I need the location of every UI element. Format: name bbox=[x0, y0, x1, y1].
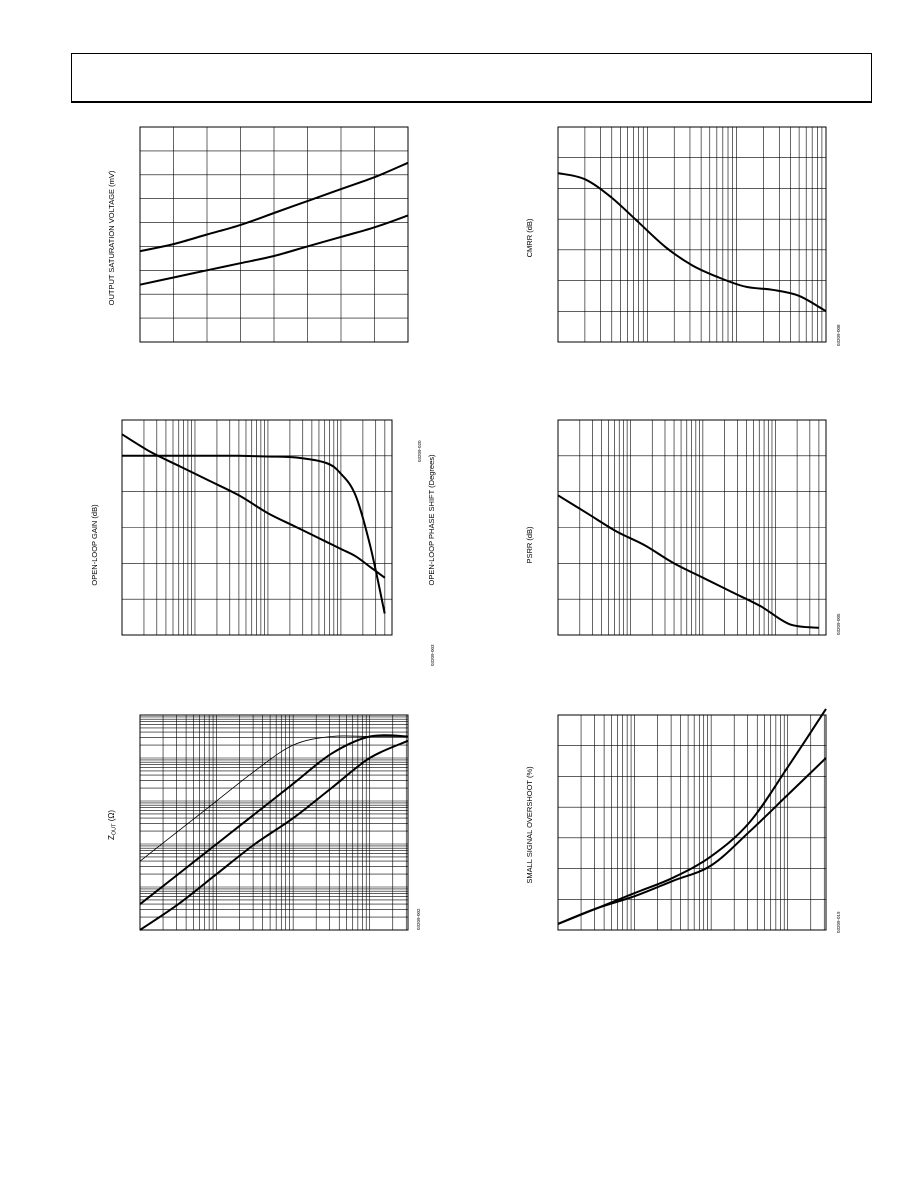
series-line-1 bbox=[139, 161, 409, 253]
y-axis-label-right: OPEN-LOOP PHASE SHIFT (Degrees) bbox=[427, 454, 436, 586]
plot-frame bbox=[557, 419, 827, 636]
plot-frame bbox=[139, 126, 409, 343]
figure-code: 03209-003 bbox=[430, 644, 435, 666]
figure-code: 03209-020 bbox=[417, 440, 422, 462]
output-saturation-chart: OUTPUT SATURATION VOLTAGE (mV) 03209-020 bbox=[107, 126, 422, 462]
y-axis-label: ZOUT (Ω) bbox=[107, 810, 118, 840]
series-line-2 bbox=[139, 214, 409, 286]
series-line-3 bbox=[139, 739, 409, 931]
overshoot-chart: SMALL SIGNAL OVERSHOOT (%) 03209-019 bbox=[525, 708, 841, 933]
series-line-2 bbox=[557, 757, 827, 925]
figure-code: 03209-019 bbox=[836, 911, 841, 933]
series-line-1 bbox=[557, 172, 827, 313]
figure-code: 03209-005 bbox=[836, 613, 841, 635]
y-axis-label: OUTPUT SATURATION VOLTAGE (mV) bbox=[107, 170, 116, 305]
cmrr-chart: CMRR (dB) 03209-008 bbox=[525, 126, 841, 346]
plot-frame bbox=[121, 419, 393, 636]
zout-chart: ZOUT (Ω) 03209-002 bbox=[107, 714, 421, 931]
y-axis-label: CMRR (dB) bbox=[525, 218, 534, 257]
psrr-chart: PSRR (dB) 03209-005 bbox=[525, 419, 841, 636]
figure-code: 03209-002 bbox=[416, 908, 421, 930]
series-line-2 bbox=[122, 454, 386, 614]
series-line-2 bbox=[139, 734, 409, 905]
plot-frame bbox=[139, 714, 409, 931]
y-axis-label: OPEN-LOOP GAIN (dB) bbox=[90, 504, 99, 586]
y-axis-label: SMALL SIGNAL OVERSHOOT (%) bbox=[525, 766, 534, 884]
y-axis-label: PSRR (dB) bbox=[525, 526, 534, 564]
series-line-1 bbox=[121, 433, 386, 579]
open-loop-chart: OPEN-LOOP GAIN (dB) OPEN-LOOP PHASE SHIF… bbox=[90, 419, 436, 666]
series-line-1 bbox=[557, 494, 819, 629]
plot-frame bbox=[557, 126, 827, 343]
figure-code: 03209-008 bbox=[836, 324, 841, 346]
plot-frame bbox=[557, 714, 827, 931]
series-line-1 bbox=[557, 708, 827, 925]
page-header-box bbox=[71, 53, 872, 103]
